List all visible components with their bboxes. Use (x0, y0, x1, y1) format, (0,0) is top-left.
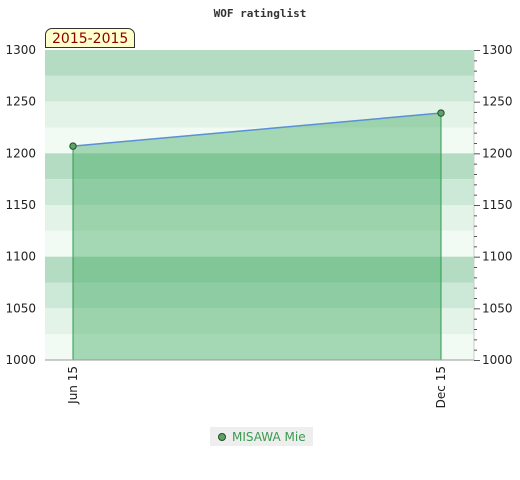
period-badge: 2015-2015 (45, 28, 136, 48)
grid-band (45, 282, 474, 309)
x-tick-label: Jun 15 (66, 366, 80, 405)
y-tick-label-left: 1000 (5, 353, 36, 367)
y-tick-label-right: 1150 (482, 198, 513, 212)
y-tick-label-left: 1200 (5, 146, 36, 160)
data-point (437, 109, 445, 117)
grid-band (45, 179, 474, 205)
grid-band (45, 75, 474, 102)
y-tick-label-right: 1200 (482, 146, 513, 160)
grid-band (45, 308, 474, 335)
y-tick-label-right: 1100 (482, 250, 513, 264)
grid-band (45, 127, 474, 154)
y-tick-label-left: 1050 (5, 301, 36, 315)
legend-marker-icon (218, 432, 226, 441)
data-point (69, 142, 77, 150)
legend-label: MISAWA Mie (232, 429, 306, 444)
x-tick-label: Dec 15 (434, 366, 448, 408)
grid-band (45, 205, 474, 231)
series-area (72, 112, 442, 361)
legend[interactable]: MISAWA Mie (210, 427, 313, 446)
grid-band (45, 153, 474, 180)
background-bands (45, 50, 474, 360)
grid-band (45, 256, 474, 283)
grid-band (45, 230, 474, 257)
y-tick-label-left: 1300 (5, 43, 36, 57)
grid-band (45, 101, 474, 128)
grid-band (45, 334, 474, 360)
y-tick-label-left: 1150 (5, 198, 36, 212)
axes: 1000 1000 1050 1050 1100 1100 1150 1150 1200 1200… (5, 43, 512, 408)
chart-title: WOF ratinglist (214, 7, 307, 20)
y-tick-label-right: 1250 (482, 95, 513, 109)
area-fill (73, 113, 441, 361)
y-tick-label-left: 1100 (5, 250, 36, 264)
y-tick-label-right: 1300 (482, 43, 513, 57)
y-tick-label-right: 1000 (482, 353, 513, 367)
y-tick-label-left: 1250 (5, 95, 36, 109)
grid-band (45, 50, 474, 76)
series-line (72, 112, 442, 147)
series-points (69, 109, 445, 150)
y-tick-label-right: 1050 (482, 301, 513, 315)
